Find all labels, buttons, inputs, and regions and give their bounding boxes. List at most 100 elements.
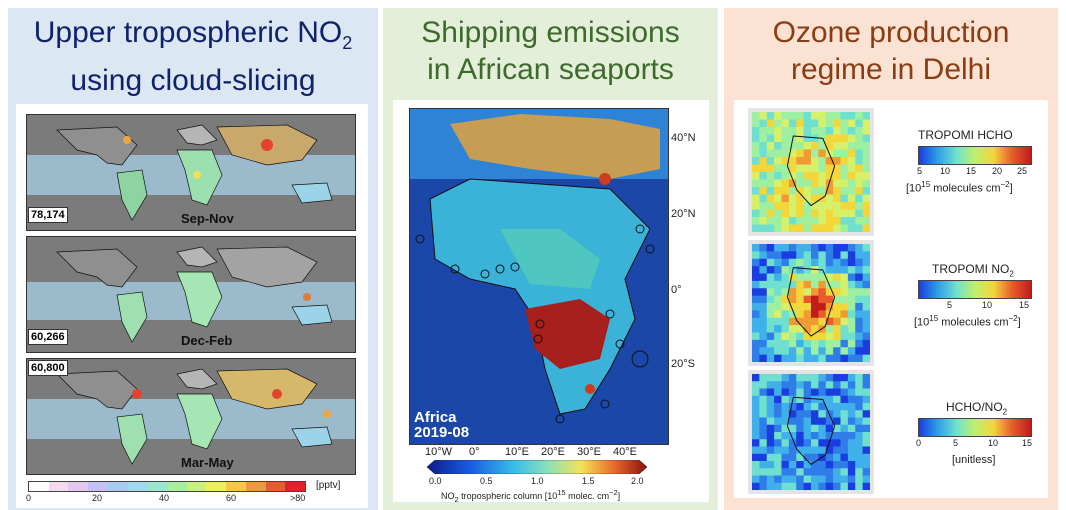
heatmap-cell (847, 468, 856, 476)
heatmap-cell (825, 417, 834, 426)
heatmap-cell (833, 388, 842, 397)
heatmap-cell (766, 209, 775, 218)
heatmap-cell (847, 202, 856, 210)
heatmap-cell (862, 453, 870, 462)
heatmap-cell (847, 112, 856, 120)
heatmap-cell (774, 303, 783, 311)
colorbar-tick: 10 (982, 300, 993, 310)
heatmap-cell (781, 280, 790, 289)
heatmap-cell (788, 468, 797, 476)
heatmap-cell (766, 179, 775, 188)
heatmap-cell (818, 273, 827, 282)
heatmap-cell (833, 127, 842, 135)
heatmap-cell (833, 273, 842, 282)
heatmap-cell (803, 325, 812, 334)
colorbar-swatch (245, 482, 266, 491)
heatmap-cell (752, 251, 760, 260)
heatmap-cell (840, 317, 849, 326)
heatmap-cell (825, 295, 834, 304)
heatmap-cell (818, 381, 827, 389)
heatmap-cell (811, 288, 819, 297)
heatmap-cell (788, 482, 797, 490)
colorbar-tick: 5 (953, 438, 959, 448)
heatmap-cell (788, 432, 797, 440)
heatmap-cell (855, 179, 864, 188)
heatmap-cell (774, 332, 783, 341)
heatmap-cell (833, 354, 842, 362)
heatmap-cell (766, 395, 775, 404)
heatmap-cell (759, 381, 768, 389)
heatmap-cell (855, 295, 864, 304)
no2-legend-title: TROPOMI NO2 (932, 262, 1014, 279)
heatmap-cell (840, 266, 849, 275)
heatmap-cell (759, 325, 768, 334)
heatmap-cell (833, 468, 842, 476)
heatmap-cell (811, 461, 819, 469)
heatmap-cell (774, 439, 783, 447)
heatmap-cell (759, 295, 768, 304)
heatmap-cell (759, 224, 768, 232)
heatmap-cell (847, 325, 856, 334)
heatmap-cell (803, 179, 812, 188)
heatmap-cell (759, 258, 768, 267)
heatmap-cell (803, 194, 812, 203)
heatmap-cell (752, 164, 760, 173)
ratio-colorbar (918, 418, 1032, 437)
colorbar-tick: 10 (940, 166, 951, 176)
heatmap-cell (752, 439, 760, 447)
heatmap-cell (847, 209, 856, 218)
heatmap-cell (862, 410, 870, 418)
heatmap-cell (788, 127, 797, 135)
heatmap-cell (847, 354, 856, 362)
heatmap-cell (781, 164, 790, 173)
heatmap-cell (847, 149, 856, 158)
heatmap-cell (825, 209, 834, 218)
colorbar-tick: 40 (159, 493, 170, 503)
heatmap-cell (759, 209, 768, 218)
heatmap-cell (788, 388, 797, 397)
colorbar-swatch (147, 482, 168, 491)
heatmap-cell (759, 172, 768, 180)
heatmap-cell (766, 468, 775, 476)
heatmap-cell (847, 475, 856, 484)
heatmap-cell (788, 295, 797, 304)
heatmap-cell (847, 461, 856, 469)
heatmap-cell (811, 482, 819, 490)
heatmap-cell (811, 354, 819, 362)
heatmap-cell (847, 224, 856, 232)
heatmap-cell (766, 424, 775, 433)
heatmap-cell (862, 468, 870, 476)
heatmap-cell (811, 388, 819, 397)
heatmap-cell (847, 410, 856, 418)
heatmap-cell (752, 332, 760, 341)
heatmap-cell (752, 410, 760, 418)
heatmap-cell (788, 475, 797, 484)
heatmap-cell (811, 424, 819, 433)
heatmap-cell (840, 142, 849, 150)
heatmap-cell (803, 164, 812, 173)
heatmap-cell (803, 395, 812, 404)
heatmap-cell (825, 187, 834, 195)
heatmap-cell (759, 354, 768, 362)
heatmap-cell (855, 374, 864, 382)
heatmap-cell (781, 446, 790, 455)
heatmap-cell (840, 453, 849, 462)
heatmap-cell (752, 172, 760, 180)
heatmap-cell (781, 339, 790, 348)
heatmap-cell (855, 194, 864, 203)
heatmap-cell (781, 303, 790, 311)
heatmap-cell (774, 157, 783, 165)
heatmap-cell (781, 258, 790, 267)
heatmap-cell (766, 258, 775, 267)
heatmap-cell (811, 468, 819, 476)
heatmap-cell (759, 410, 768, 418)
heatmap-cell (781, 410, 790, 418)
heatmap-cell (803, 354, 812, 362)
heatmap-cell (781, 374, 790, 382)
heatmap-cell (855, 288, 864, 297)
heatmap-cell (803, 127, 812, 135)
heatmap-cell (788, 317, 797, 326)
heatmap-cell (788, 244, 797, 252)
heatmap-cell (796, 149, 805, 158)
heatmap-cell (811, 251, 819, 260)
